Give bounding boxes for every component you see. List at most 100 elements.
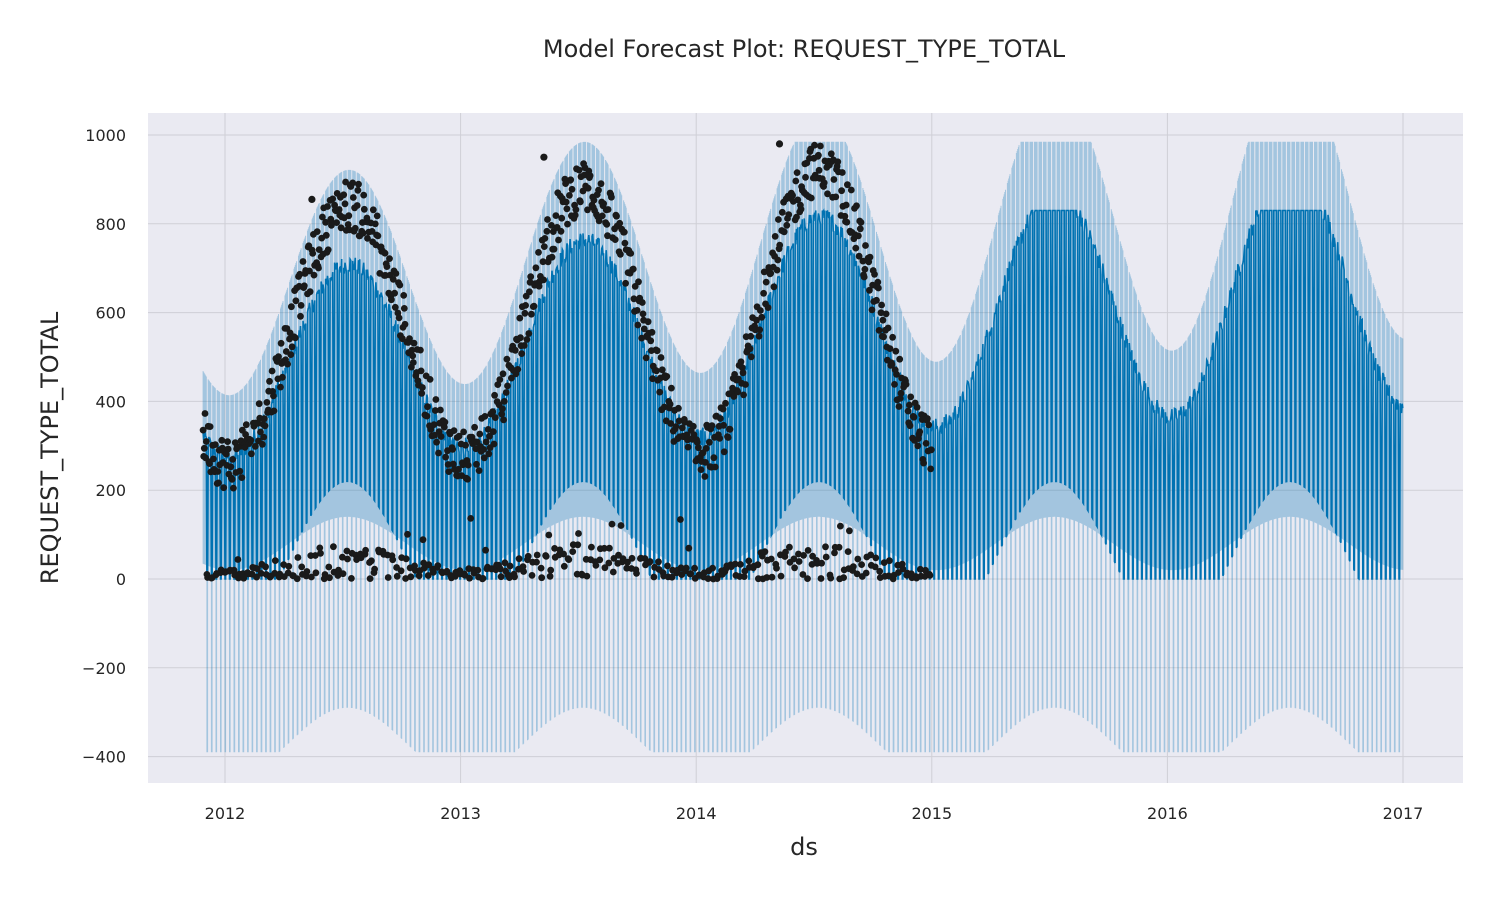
observed-point	[572, 206, 580, 214]
observed-point	[312, 569, 320, 577]
y-tick-label: 400	[95, 392, 126, 411]
observed-point	[257, 570, 265, 577]
observed-point	[621, 239, 629, 247]
y-tick-label: 1000	[85, 126, 126, 145]
observed-point	[922, 440, 930, 447]
observed-point	[906, 401, 913, 409]
observed-point	[374, 232, 382, 240]
observed-point	[799, 571, 807, 578]
observed-point	[608, 193, 615, 201]
observed-point	[840, 574, 847, 581]
observed-point	[230, 484, 237, 492]
observed-point	[392, 270, 400, 277]
observed-point	[793, 169, 801, 177]
observed-point	[684, 443, 692, 451]
y-tick-label: 800	[95, 215, 126, 234]
observed-point	[467, 515, 475, 522]
observed-point	[516, 314, 524, 322]
observed-point	[297, 312, 304, 320]
observed-point	[234, 556, 242, 563]
observed-point	[450, 427, 458, 434]
observed-point	[538, 574, 546, 582]
observed-point	[722, 399, 729, 407]
observed-point	[904, 407, 912, 415]
observed-point	[914, 442, 922, 450]
observed-point	[687, 570, 695, 578]
observed-point	[343, 547, 351, 555]
observed-point	[460, 428, 467, 436]
observed-point	[567, 176, 575, 184]
observed-point	[254, 420, 262, 427]
observed-point	[496, 376, 504, 383]
observed-point	[400, 305, 408, 312]
observed-point	[724, 434, 732, 441]
observed-point	[852, 244, 860, 252]
observed-point	[253, 565, 261, 573]
observed-point	[218, 436, 226, 444]
observed-point	[663, 373, 671, 380]
observed-point	[523, 336, 531, 343]
observed-point	[322, 218, 329, 226]
observed-point	[710, 454, 718, 462]
observed-point	[395, 314, 403, 322]
observed-point	[355, 180, 362, 188]
observed-point	[624, 558, 631, 566]
observed-point	[811, 141, 818, 149]
observed-point	[815, 151, 822, 159]
observed-point	[504, 382, 511, 390]
observed-point	[742, 381, 749, 388]
observed-point	[862, 569, 870, 577]
observed-point	[925, 421, 933, 429]
observed-point	[521, 309, 529, 317]
observed-point	[430, 421, 438, 428]
observed-point	[827, 574, 835, 582]
observed-point	[550, 245, 558, 253]
observed-point	[878, 301, 885, 309]
observed-point	[324, 246, 332, 254]
observed-point	[656, 388, 664, 396]
observed-point	[896, 395, 904, 402]
observed-point	[649, 375, 656, 383]
observed-point	[530, 302, 538, 310]
observed-point	[575, 166, 583, 174]
observed-point	[490, 440, 498, 448]
observed-point	[832, 193, 840, 201]
observed-point	[242, 421, 250, 429]
observed-point	[565, 556, 573, 563]
observed-point	[409, 352, 417, 360]
observed-point	[874, 278, 882, 286]
observed-point	[215, 479, 222, 487]
observed-point	[646, 558, 654, 565]
observed-point	[927, 465, 935, 473]
observed-point	[746, 345, 754, 353]
observed-point	[767, 269, 775, 277]
observed-point	[906, 422, 914, 430]
observed-point	[455, 432, 463, 440]
observed-point	[527, 273, 535, 281]
observed-point	[315, 264, 322, 272]
observed-point	[220, 484, 228, 492]
observed-point	[499, 405, 506, 413]
observed-point	[389, 556, 397, 564]
observed-point	[824, 190, 831, 198]
observed-point	[270, 392, 277, 400]
observed-point	[719, 405, 727, 413]
observed-point	[326, 574, 333, 582]
observed-point	[820, 179, 828, 187]
observed-point	[773, 266, 781, 274]
observed-point	[648, 328, 656, 336]
y-tick-label: 600	[95, 304, 126, 323]
observed-point	[498, 410, 506, 418]
observed-point	[506, 574, 513, 581]
observed-point	[444, 461, 452, 468]
observed-point	[547, 566, 555, 574]
observed-point	[689, 422, 697, 430]
observed-point	[611, 236, 619, 244]
observed-point	[310, 271, 318, 279]
observed-point	[770, 283, 778, 291]
observed-point	[284, 360, 291, 368]
observed-point	[268, 367, 276, 375]
observed-point	[341, 200, 349, 208]
observed-point	[927, 446, 935, 454]
